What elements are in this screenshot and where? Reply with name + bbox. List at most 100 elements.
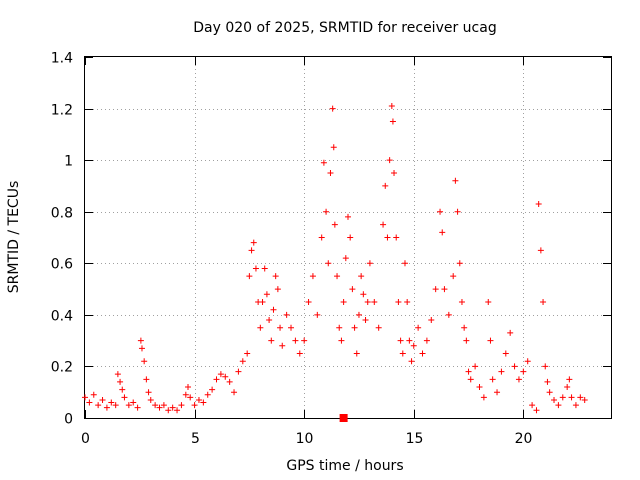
data-point xyxy=(323,208,330,215)
data-point xyxy=(406,337,413,344)
data-point xyxy=(380,221,387,228)
data-point xyxy=(524,358,531,365)
data-point xyxy=(266,317,273,324)
data-point xyxy=(329,105,336,112)
data-point xyxy=(489,376,496,383)
data-point xyxy=(114,371,121,378)
data-point xyxy=(342,255,349,262)
data-point xyxy=(121,394,128,401)
data-point xyxy=(364,298,371,305)
data-point xyxy=(261,265,268,272)
data-point xyxy=(351,324,358,331)
plot-frame xyxy=(84,56,612,419)
x-axis-label: GPS time / hours xyxy=(286,458,403,474)
data-point xyxy=(544,378,551,385)
data-point xyxy=(239,358,246,365)
data-point xyxy=(259,298,266,305)
data-point xyxy=(235,368,242,375)
data-point xyxy=(445,311,452,318)
data-point xyxy=(125,402,132,409)
data-point xyxy=(404,298,411,305)
grid-lines xyxy=(85,57,611,418)
data-point xyxy=(389,118,396,125)
data-point xyxy=(507,329,514,336)
data-point xyxy=(292,337,299,344)
y-axis-label: SRMTID / TECUs xyxy=(6,181,22,294)
data-point xyxy=(90,391,97,398)
data-point xyxy=(382,182,389,189)
data-point xyxy=(288,324,295,331)
data-point xyxy=(487,337,494,344)
zero-marker xyxy=(339,414,348,422)
data-point xyxy=(533,407,540,414)
y-tick-label: 0.6 xyxy=(51,257,73,273)
data-point xyxy=(472,363,479,370)
data-point xyxy=(415,324,422,331)
data-point xyxy=(134,404,141,411)
data-point xyxy=(301,337,308,344)
data-point xyxy=(119,386,126,393)
data-point xyxy=(362,317,369,324)
data-point xyxy=(320,159,327,166)
data-point xyxy=(187,394,194,401)
data-point xyxy=(209,386,216,393)
data-point xyxy=(355,311,362,318)
data-point xyxy=(568,394,575,401)
data-point xyxy=(156,404,163,411)
data-point xyxy=(270,306,277,313)
data-point xyxy=(246,273,253,280)
data-point xyxy=(454,208,461,215)
data-point xyxy=(272,273,279,280)
data-point xyxy=(515,376,522,383)
data-point xyxy=(467,376,474,383)
data-point xyxy=(345,213,351,220)
data-point xyxy=(461,324,468,331)
data-point xyxy=(279,342,286,349)
data-point xyxy=(395,298,402,305)
data-point xyxy=(465,368,472,375)
data-point xyxy=(182,391,189,398)
data-point xyxy=(428,317,435,324)
data-point xyxy=(581,396,588,403)
data-point xyxy=(268,337,275,344)
data-point xyxy=(386,157,393,164)
data-point xyxy=(309,273,316,280)
data-point xyxy=(551,396,558,403)
y-tick-label: 0.8 xyxy=(51,206,73,222)
data-point xyxy=(476,384,483,391)
y-tick-label: 0.4 xyxy=(51,309,73,325)
x-tick-label: 15 xyxy=(406,431,424,447)
data-point xyxy=(564,384,571,391)
y-tick-label: 0 xyxy=(64,412,73,428)
data-point xyxy=(360,291,367,298)
data-point xyxy=(535,200,542,207)
data-point xyxy=(540,298,547,305)
data-point xyxy=(334,273,341,280)
data-point xyxy=(494,389,501,396)
axis-ticks: 0 0.2 0.4 0.6 0.8 1 1.2 1.4 0 5 10 15 20 xyxy=(51,51,611,447)
data-point xyxy=(338,337,345,344)
data-point xyxy=(130,399,137,406)
data-point xyxy=(325,260,332,267)
data-point xyxy=(458,298,465,305)
data-point xyxy=(408,358,415,365)
data-point xyxy=(371,298,378,305)
data-point xyxy=(529,402,536,409)
data-point xyxy=(439,229,446,236)
data-point xyxy=(204,391,211,398)
data-point xyxy=(577,394,584,401)
data-point xyxy=(250,239,257,246)
data-point xyxy=(244,350,251,357)
data-point xyxy=(169,404,176,411)
data-point xyxy=(99,396,106,403)
data-point xyxy=(195,396,202,403)
data-point xyxy=(423,337,430,344)
data-point xyxy=(314,311,321,318)
data-point xyxy=(391,170,398,177)
data-point xyxy=(82,394,88,401)
data-point xyxy=(393,234,400,241)
data-point xyxy=(274,286,281,293)
data-point xyxy=(117,378,124,385)
y-tick-label: 0.2 xyxy=(51,360,73,376)
